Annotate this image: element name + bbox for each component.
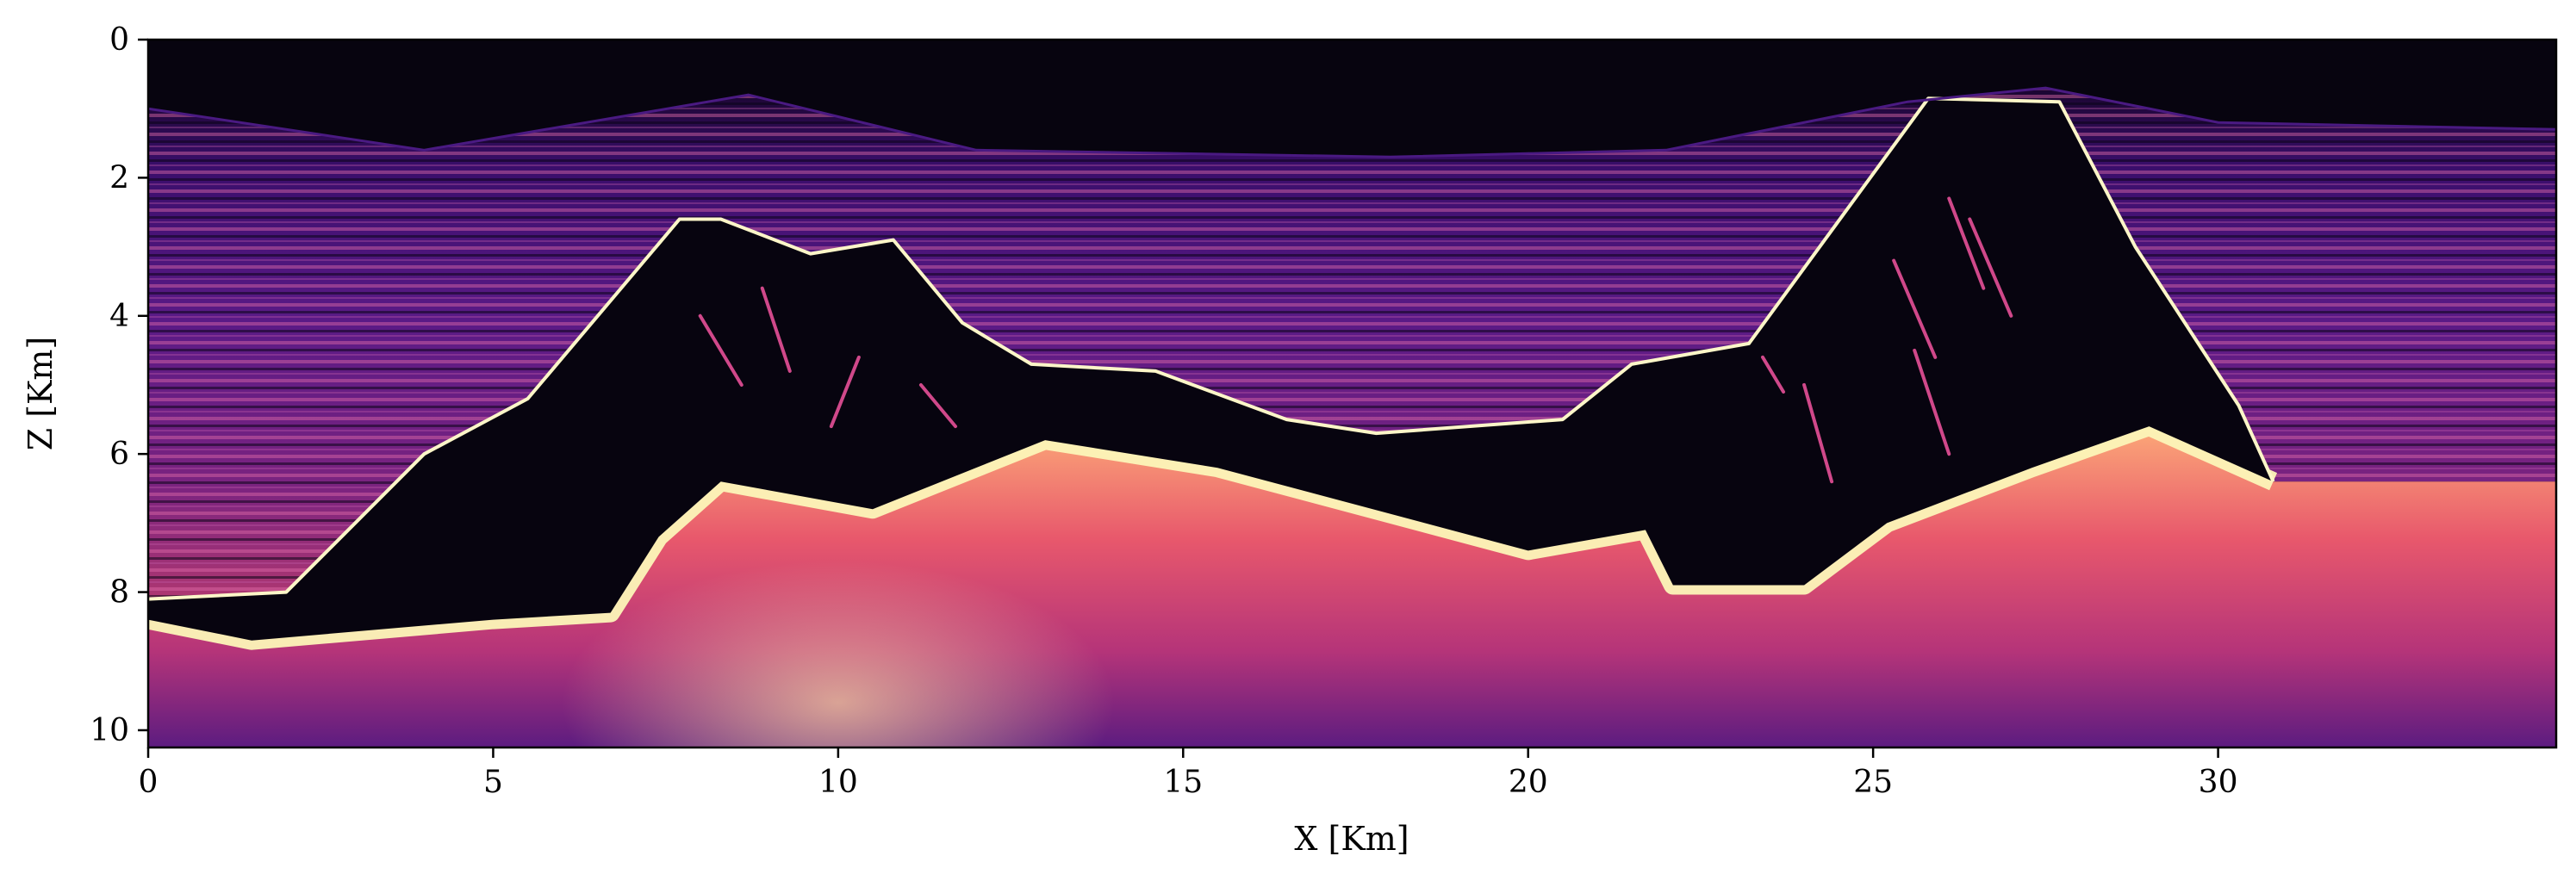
y-axis-ticks: 0 2 4 6 8 10 [90, 22, 148, 748]
plot-frame [146, 38, 2558, 749]
y-tick-label: 6 [109, 437, 129, 472]
salt-inclusion-4 [1802, 382, 1834, 484]
x-tick-label: 30 [2199, 765, 2238, 800]
salt-inclusion-7 [1947, 196, 1986, 290]
y-axis-label: Z [Km] [22, 337, 59, 451]
salt-inclusion-6 [1913, 348, 1951, 456]
salt-inclusion-8 [1968, 217, 2013, 318]
salt-inclusion-1 [760, 286, 792, 373]
salt-inclusion-2 [829, 355, 861, 429]
plot-area [148, 40, 2556, 747]
x-tick-label: 25 [1853, 765, 1893, 800]
y-tick-label: 2 [109, 160, 129, 195]
x-axis-ticks: 0 5 10 15 20 25 30 [139, 747, 2238, 800]
seabed-reflector [148, 86, 2556, 158]
salt-body [148, 98, 2274, 641]
salt-top-reflector [148, 96, 2275, 601]
y-tick-label: 4 [109, 299, 129, 334]
salt-inclusions [698, 196, 2013, 484]
x-tick-label: 20 [1509, 765, 1548, 800]
x-tick-label: 5 [483, 765, 503, 800]
deep-reflector-glow [562, 561, 1115, 747]
x-axis-label: X [Km] [1294, 820, 1409, 858]
y-tick-label: 8 [109, 575, 129, 611]
salt-inclusion-5 [1892, 258, 1938, 359]
y-tick-label: 0 [109, 22, 129, 58]
salt-inclusion-3 [918, 382, 958, 429]
y-tick-label: 10 [90, 713, 129, 748]
x-tick-label: 15 [1163, 765, 1203, 800]
x-tick-label: 10 [818, 765, 858, 800]
salt-inclusion-0 [698, 313, 744, 387]
x-tick-label: 0 [139, 765, 159, 800]
salt-inclusion-9 [1761, 355, 1786, 394]
